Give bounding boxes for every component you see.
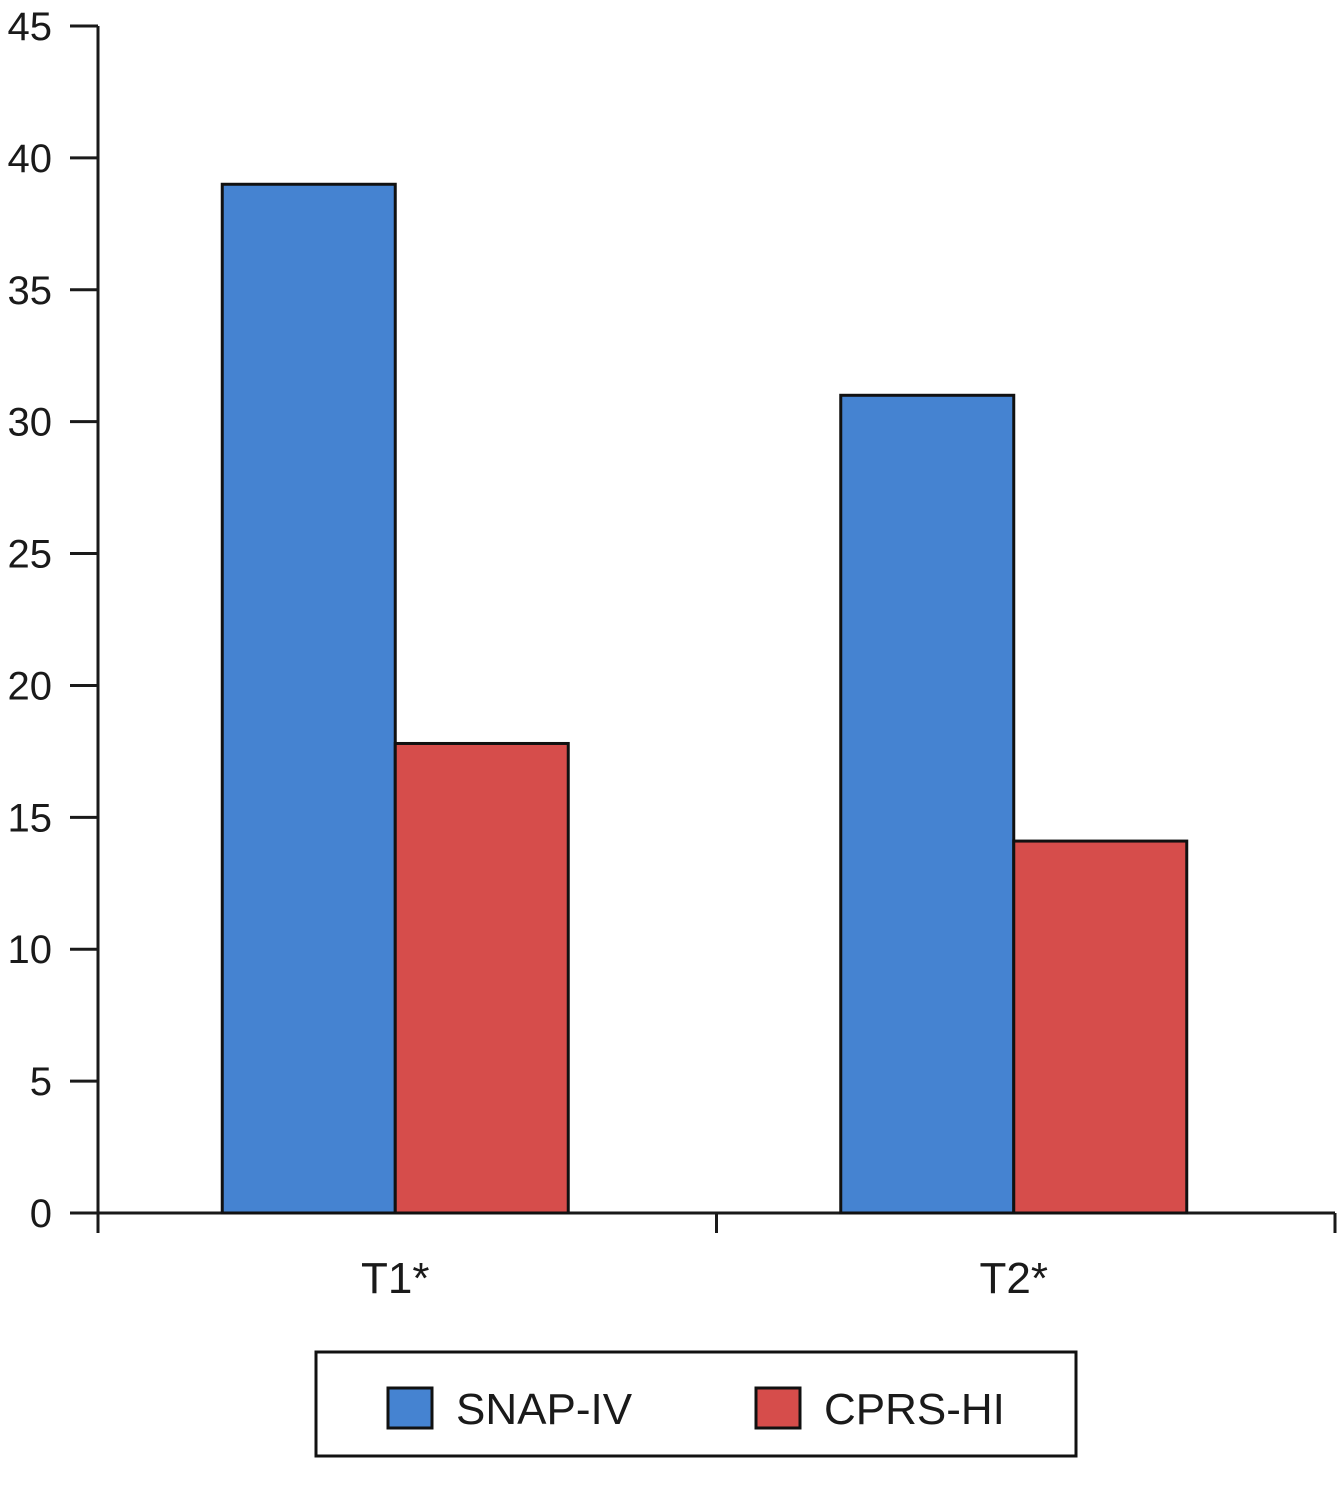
bars: [220, 182, 1189, 1215]
bar-cprs-hi-2: [1012, 839, 1189, 1215]
legend-box: [314, 1350, 1078, 1458]
legend-swatch-snap-iv: [386, 1386, 434, 1430]
bar-cprs-hi-1: [393, 741, 570, 1215]
y-tick-label: 35: [8, 269, 53, 313]
y-tick-label: 25: [8, 533, 53, 577]
legend: SNAP-IV CPRS-HI: [314, 1350, 1078, 1458]
bar-snap-iv-1: [220, 182, 397, 1215]
y-tick-label: 5: [30, 1060, 52, 1104]
y-tick-label: 15: [8, 796, 53, 840]
y-tick-label: 10: [8, 928, 53, 972]
y-tick-label: 45: [8, 5, 53, 49]
y-tick-label: 0: [30, 1192, 52, 1236]
y-tick-label: 30: [8, 401, 53, 445]
legend-label-snap-iv: SNAP-IV: [456, 1385, 633, 1434]
legend-label-cprs-hi: CPRS-HI: [824, 1385, 1005, 1434]
y-tick-label: 20: [8, 664, 53, 708]
x-category-label: T1*: [361, 1254, 429, 1303]
bar-snap-iv-2: [839, 393, 1016, 1215]
x-category-label: T2*: [980, 1254, 1048, 1303]
legend-swatch-cprs-hi: [754, 1386, 802, 1430]
axis-labels: 0 5 10 15 20 25 30 35 40 45 T1* T2*: [8, 5, 1048, 1303]
y-tick-label: 40: [8, 137, 53, 181]
